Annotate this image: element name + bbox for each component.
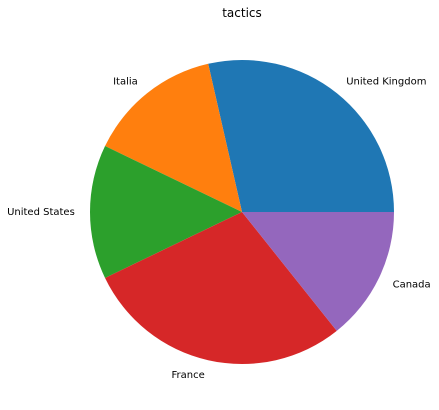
- pie-label-united-kingdom: United Kingdom: [346, 76, 426, 87]
- pie-labels: United Kingdom Italia United States France C…: [7, 76, 431, 381]
- pie-label-canada: Canada: [393, 280, 431, 291]
- pie-slice-united-states: [89, 146, 243, 278]
- pie-slices: [89, 59, 395, 365]
- pie-slice-italia: [105, 63, 242, 213]
- pie-label-france: France: [172, 370, 205, 381]
- pie-label-italia: Italia: [113, 76, 138, 87]
- pie-label-united-states: United States: [7, 207, 75, 218]
- chart-title: tactics: [222, 6, 262, 20]
- pie-slice-france: [105, 212, 337, 365]
- pie-slice-united-kingdom: [208, 59, 394, 212]
- pie-slice-canada: [242, 212, 395, 331]
